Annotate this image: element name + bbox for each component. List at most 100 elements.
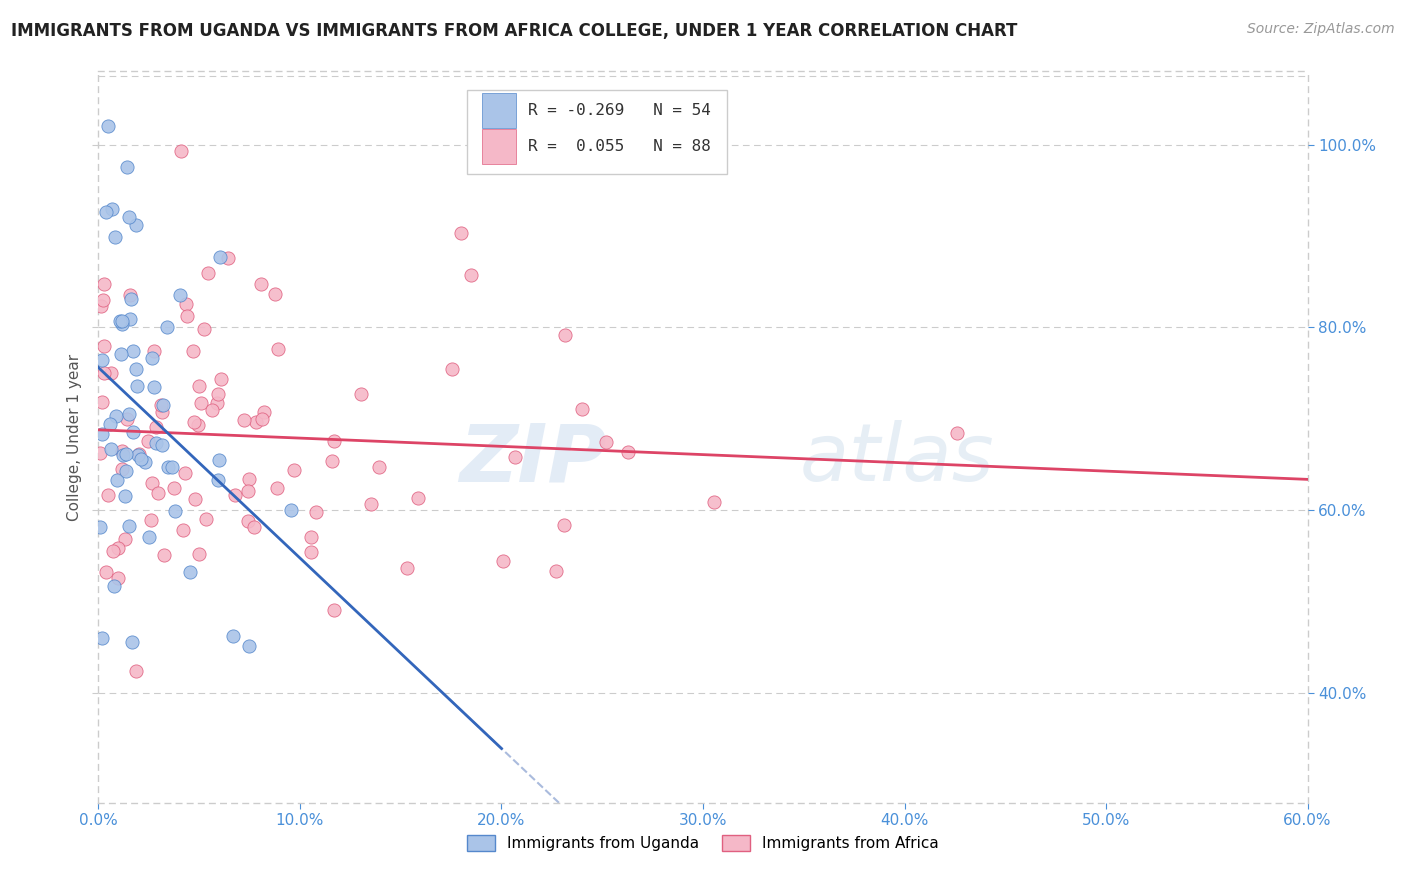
Point <box>503 450 526 465</box>
Point <box>224 488 246 502</box>
Text: Source: ZipAtlas.com: Source: ZipAtlas.com <box>1247 22 1395 37</box>
Point <box>145 420 167 434</box>
Point <box>115 412 138 426</box>
Point <box>209 372 232 386</box>
Point <box>267 342 290 356</box>
Point <box>110 314 132 328</box>
Point <box>571 401 593 416</box>
Point <box>266 481 288 495</box>
Point <box>460 268 482 282</box>
Point <box>122 344 145 359</box>
Point <box>323 602 346 616</box>
Point <box>406 491 429 506</box>
Point <box>89 520 111 534</box>
Point <box>100 366 122 380</box>
Point <box>170 144 193 158</box>
Text: R = -0.269   N = 54: R = -0.269 N = 54 <box>527 103 710 118</box>
Point <box>90 631 112 645</box>
Point <box>169 287 191 301</box>
Point <box>111 444 134 458</box>
Point <box>238 514 260 528</box>
Point <box>114 489 136 503</box>
Point <box>253 405 276 419</box>
Point <box>187 417 209 432</box>
Point <box>107 541 129 556</box>
Point <box>245 415 267 429</box>
Point <box>617 445 640 459</box>
Point <box>141 476 163 491</box>
Point <box>174 296 197 310</box>
Point <box>118 287 141 301</box>
Point <box>194 511 217 525</box>
Y-axis label: College, Under 1 year: College, Under 1 year <box>66 353 82 521</box>
Point <box>205 396 228 410</box>
Point <box>396 561 419 575</box>
Point <box>96 487 118 501</box>
Point <box>321 454 343 468</box>
Point <box>250 277 273 292</box>
Point <box>546 565 568 579</box>
Point <box>96 566 118 580</box>
Point <box>103 579 125 593</box>
Point <box>93 277 115 292</box>
Point <box>122 425 145 440</box>
Point <box>107 572 129 586</box>
Point <box>91 293 114 308</box>
Point <box>322 434 344 449</box>
FancyBboxPatch shape <box>482 129 516 164</box>
Text: R =  0.055   N = 88: R = 0.055 N = 88 <box>527 139 710 154</box>
Point <box>90 299 112 313</box>
Point <box>91 426 114 441</box>
Point <box>152 398 174 412</box>
Point <box>115 447 138 461</box>
Point <box>174 466 197 480</box>
Point <box>440 361 463 376</box>
Point <box>243 520 266 534</box>
Point <box>183 415 205 429</box>
Point <box>163 481 186 495</box>
Point <box>111 448 134 462</box>
Point <box>127 379 149 393</box>
Point <box>193 322 215 336</box>
Point <box>946 426 969 441</box>
Point <box>207 473 229 487</box>
Point <box>117 160 139 174</box>
Point <box>143 380 166 394</box>
Point <box>152 405 174 419</box>
Text: ZIP: ZIP <box>458 420 606 498</box>
Point <box>104 409 127 423</box>
Point <box>595 435 617 450</box>
Point <box>98 417 121 432</box>
Point <box>93 366 115 380</box>
Point <box>120 312 142 326</box>
Point <box>125 665 148 679</box>
Point <box>153 548 176 562</box>
Point <box>179 566 201 580</box>
FancyBboxPatch shape <box>467 90 727 174</box>
Point <box>181 343 204 358</box>
Point <box>188 547 211 561</box>
Point <box>127 448 149 462</box>
Point <box>155 319 177 334</box>
Point <box>111 462 134 476</box>
Point <box>118 407 141 421</box>
Point <box>145 435 167 450</box>
Point <box>97 119 120 133</box>
Point <box>703 494 725 508</box>
Point <box>360 498 382 512</box>
Point <box>120 293 142 307</box>
Point <box>150 398 173 412</box>
Point <box>100 442 122 456</box>
Point <box>93 339 115 353</box>
Point <box>94 205 117 219</box>
Point <box>238 639 260 653</box>
Text: atlas: atlas <box>800 420 994 498</box>
Point <box>115 464 138 478</box>
Point <box>304 505 326 519</box>
Point <box>121 635 143 649</box>
Point <box>207 387 229 401</box>
Point <box>91 353 114 368</box>
Point <box>233 413 256 427</box>
Point <box>141 351 163 366</box>
Point <box>176 309 198 323</box>
